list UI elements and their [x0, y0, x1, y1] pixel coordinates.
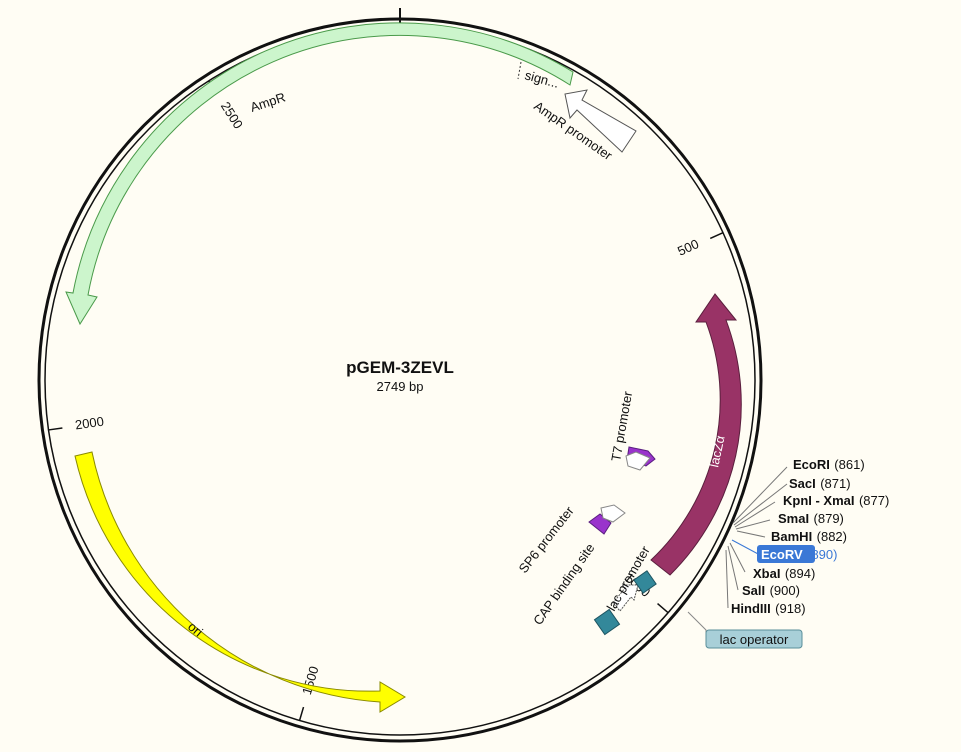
lac-promoter-feature[interactable]	[612, 584, 639, 612]
lac-operator-leader	[687, 611, 707, 638]
site-leaders	[725, 466, 788, 609]
site-ecorv[interactable]: EcoRV (890)	[761, 546, 837, 563]
site-ecorv-highlight	[757, 545, 815, 563]
tick-label-2500: 2500	[218, 99, 246, 131]
site-smai[interactable]: SmaI (879)	[778, 510, 844, 527]
cap-site-feature[interactable]	[593, 608, 621, 636]
ampr-label: AmpR	[248, 89, 287, 114]
tick-mark-2000	[48, 427, 63, 431]
tick-mark-1000	[657, 602, 669, 614]
site-ecori[interactable]: EcoRI (861)	[793, 456, 865, 473]
ampr-feature[interactable]	[65, 22, 574, 326]
site-xbai[interactable]: XbaI (894)	[753, 565, 815, 582]
site-bamhi[interactable]: BamHI (882)	[771, 528, 847, 545]
lacza-label: lacZα	[706, 434, 727, 469]
plasmid-name: pGEM-3ZEVL	[346, 358, 454, 377]
t7-promoter-outline	[625, 451, 651, 471]
site-sali[interactable]: SalI (900)	[742, 582, 800, 599]
site-kpni-xmai[interactable]: KpnI - XmaI (877)	[783, 492, 889, 509]
restriction-sites: EcoRI (861) SacI (871) KpnI - XmaI (877)…	[731, 456, 889, 617]
sp6-promoter-outline	[600, 504, 626, 523]
tick-label-500: 500	[675, 236, 701, 259]
ori-feature[interactable]	[74, 451, 406, 713]
signal-divider	[517, 61, 522, 80]
lac-operator-label-box[interactable]	[705, 629, 803, 649]
site-hindiii[interactable]: HindIII (918)	[731, 600, 806, 617]
site-saci[interactable]: SacI (871)	[789, 475, 851, 492]
lacza-feature[interactable]	[650, 293, 742, 576]
ampr-promoter-feature[interactable]	[564, 89, 637, 153]
plasmid-size: 2749 bp	[377, 379, 424, 394]
lac-operator-label: lac operator	[720, 632, 789, 647]
tick-mark-1500	[298, 706, 305, 721]
tick-mark-500	[709, 231, 724, 240]
lac-operator-feature[interactable]	[633, 570, 657, 594]
tick-label-2000: 2000	[74, 414, 105, 433]
